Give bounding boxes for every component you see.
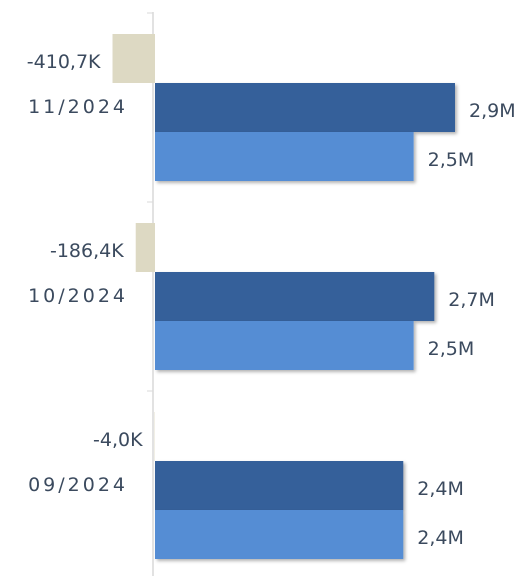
bar xyxy=(155,321,414,370)
bar xyxy=(155,510,404,559)
bar xyxy=(155,461,404,510)
data-label: -186,4K xyxy=(50,240,124,262)
data-label: 2,4M xyxy=(417,478,464,500)
data-label: -4,0K xyxy=(93,429,143,451)
bar xyxy=(155,132,414,181)
bar xyxy=(155,272,435,321)
data-label: 2,9M xyxy=(469,100,516,122)
bar xyxy=(135,223,155,272)
data-label: 2,4M xyxy=(417,527,464,549)
data-label: 2,5M xyxy=(428,149,475,171)
bar xyxy=(155,83,455,132)
data-label: -410,7K xyxy=(27,51,101,73)
category-label: 09/2024 xyxy=(28,474,128,496)
category-label: 10/2024 xyxy=(28,285,128,307)
data-label: 2,5M xyxy=(428,338,475,360)
bar xyxy=(112,34,155,83)
data-label: 2,7M xyxy=(448,289,495,311)
category-label: 11/2024 xyxy=(28,96,128,118)
